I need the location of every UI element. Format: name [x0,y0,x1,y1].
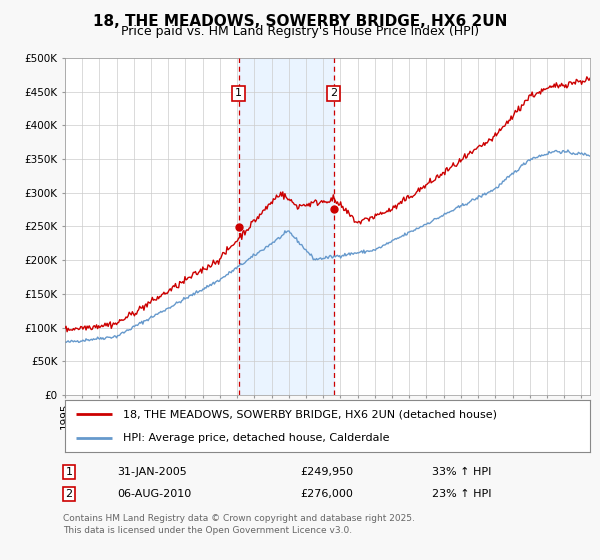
Text: 18, THE MEADOWS, SOWERBY BRIDGE, HX6 2UN (detached house): 18, THE MEADOWS, SOWERBY BRIDGE, HX6 2UN… [123,409,497,419]
Text: 31-JAN-2005: 31-JAN-2005 [117,467,187,477]
Bar [239,58,334,395]
Text: £276,000: £276,000 [300,489,353,499]
Text: 33% ↑ HPI: 33% ↑ HPI [432,467,491,477]
Text: Contains HM Land Registry data © Crown copyright and database right 2025.
This d: Contains HM Land Registry data © Crown c… [63,514,415,535]
Text: £249,950: £249,950 [300,467,353,477]
Text: 1: 1 [235,88,242,99]
Text: 18, THE MEADOWS, SOWERBY BRIDGE, HX6 2UN: 18, THE MEADOWS, SOWERBY BRIDGE, HX6 2UN [93,14,507,29]
Text: 23% ↑ HPI: 23% ↑ HPI [432,489,491,499]
Text: HPI: Average price, detached house, Calderdale: HPI: Average price, detached house, Cald… [123,433,389,443]
Text: 2: 2 [330,88,337,99]
Text: 1: 1 [65,467,73,477]
Text: Price paid vs. HM Land Registry's House Price Index (HPI): Price paid vs. HM Land Registry's House … [121,25,479,38]
Text: 2: 2 [65,489,73,499]
Text: 06-AUG-2010: 06-AUG-2010 [117,489,191,499]
